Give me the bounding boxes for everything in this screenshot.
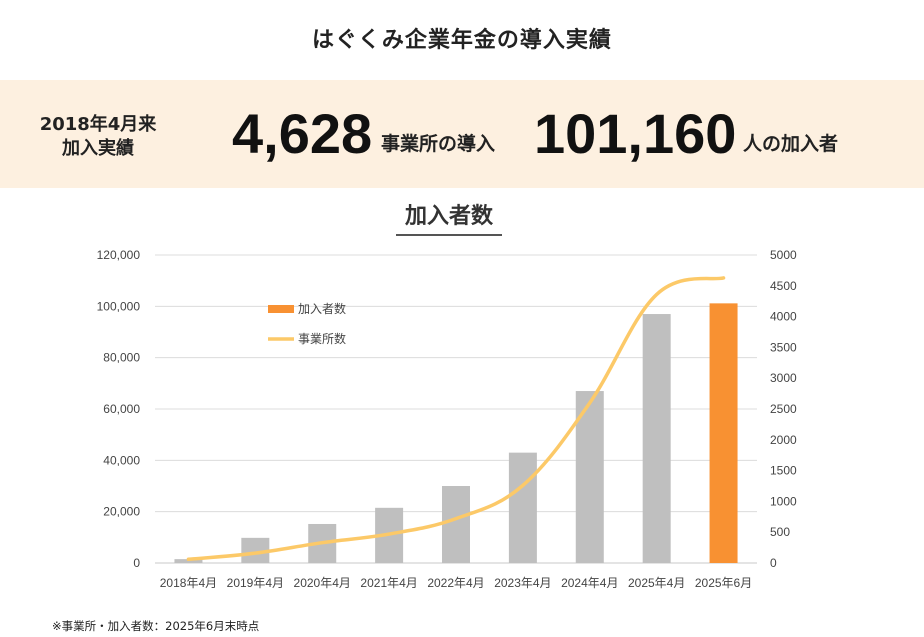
legend-swatch-members: [268, 305, 294, 313]
x-tick-label: 2025年6月: [695, 576, 752, 590]
bar: [174, 559, 203, 563]
y-right-tick-label: 500: [770, 525, 790, 539]
y-right-tick-label: 4500: [770, 279, 797, 293]
legend-label-members: 加入者数: [298, 301, 346, 316]
legend-label-offices: 事業所数: [298, 331, 346, 346]
y-left-tick-label: 0: [133, 556, 140, 570]
x-tick-label: 2025年4月: [628, 576, 685, 590]
bar: [508, 452, 537, 563]
since-line-1: 2018年4月来: [39, 114, 157, 135]
y-right-tick-label: 3000: [770, 371, 797, 385]
x-tick-label: 2024年4月: [561, 576, 618, 590]
y-right-tick-label: 2000: [770, 433, 797, 447]
chart-title: 加入者数: [396, 198, 502, 236]
x-tick-label: 2023年4月: [494, 576, 551, 590]
offices-count: 4,628: [232, 102, 373, 165]
x-tick-label: 2018年4月: [160, 576, 217, 590]
y-left-tick-label: 100,000: [97, 299, 141, 313]
y-right-tick-label: 3500: [770, 340, 797, 354]
footnote: ※事業所・加入者数：2025年6月末時点: [52, 619, 260, 633]
y-left-tick-label: 40,000: [103, 453, 140, 467]
page-title: はぐくみ企業年金の導入実績: [312, 28, 612, 53]
y-right-tick-label: 1000: [770, 494, 797, 508]
x-tick-label: 2019年4月: [227, 576, 284, 590]
summary-banner: 2018年4月来 加入実績 4,628 事業所の導入 101,160 人の加入者: [0, 80, 924, 188]
y-left-tick-label: 120,000: [97, 248, 141, 262]
x-tick-label: 2021年4月: [360, 576, 417, 590]
since-label: 2018年4月来 加入実績: [28, 113, 168, 161]
series-line-offices: [186, 276, 726, 562]
y-right-tick-label: 0: [770, 556, 777, 570]
y-left-tick-label: 60,000: [103, 402, 140, 416]
members-count: 101,160: [534, 102, 737, 165]
y-left-tick-label: 80,000: [103, 351, 140, 365]
y-right-tick-label: 4000: [770, 310, 797, 324]
since-line-2: 加入実績: [62, 138, 134, 159]
bar: [642, 314, 671, 563]
y-right-tick-label: 2500: [770, 402, 797, 416]
bar: [709, 303, 738, 563]
bar: [442, 486, 470, 563]
x-tick-label: 2020年4月: [294, 576, 351, 590]
y-right-tick-label: 1500: [770, 464, 797, 478]
members-label: 人の加入者: [743, 133, 839, 155]
y-right-tick-label: 5000: [770, 248, 797, 262]
bar: [575, 391, 604, 563]
x-tick-label: 2022年4月: [427, 576, 484, 590]
y-left-tick-label: 20,000: [103, 505, 140, 519]
offices-label: 事業所の導入: [381, 133, 496, 155]
